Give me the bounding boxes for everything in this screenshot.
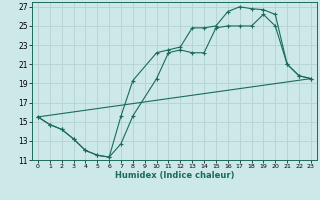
X-axis label: Humidex (Indice chaleur): Humidex (Indice chaleur) — [115, 171, 234, 180]
